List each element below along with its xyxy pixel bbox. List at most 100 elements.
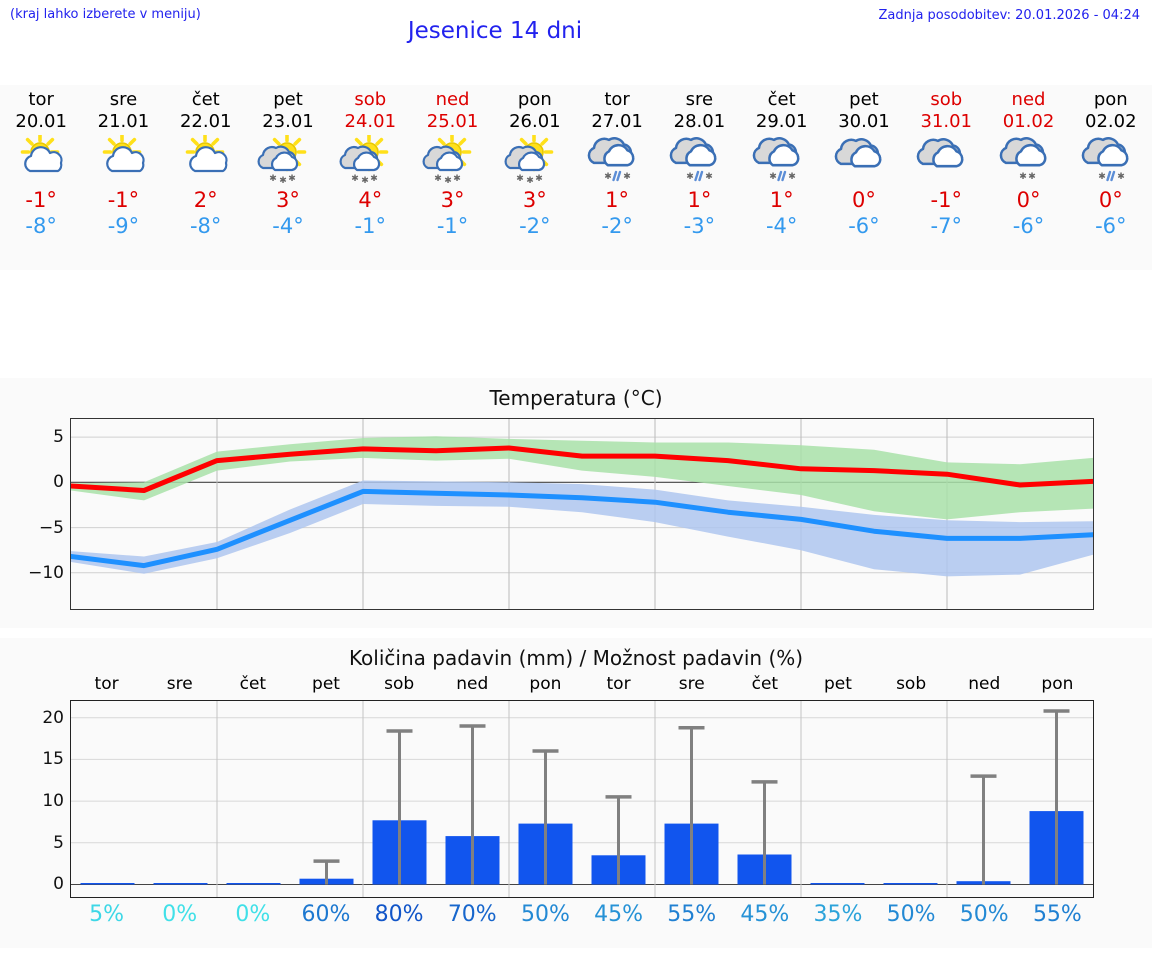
day-column-4[interactable]: sob 24.01 ✱ ✱ ✱ 4° -1° xyxy=(329,85,411,270)
svg-text:✱: ✱ xyxy=(434,174,442,184)
temp-max: -1° xyxy=(25,188,57,212)
svg-text:✱: ✱ xyxy=(604,172,612,182)
precipitation-probability-13: 55% xyxy=(1032,902,1082,927)
temp-min: -6° xyxy=(848,214,880,238)
temperature-y-tick: 0 xyxy=(53,472,64,493)
day-column-12[interactable]: ned 01.02 ✱ ✱ 0° -6° xyxy=(987,85,1069,270)
day-column-0[interactable]: tor 20.01 -1° -8° xyxy=(0,85,82,270)
last-updated-text: Zadnja posodobitev: 20.01.2026 - 04:24 xyxy=(878,8,1140,23)
precipitation-day-label-8: sre xyxy=(678,674,705,694)
day-column-7[interactable]: tor 27.01 ✱ ✱ 1° -2° xyxy=(576,85,658,270)
cloud-icon xyxy=(905,135,987,187)
temp-min: -6° xyxy=(1095,214,1127,238)
precipitation-probability-9: 45% xyxy=(740,902,790,927)
precipitation-probability-4: 80% xyxy=(374,902,424,927)
day-of-week: tor xyxy=(28,89,54,110)
day-of-week: tor xyxy=(604,89,630,110)
temp-max: -1° xyxy=(107,188,140,212)
precipitation-day-label-13: pon xyxy=(1041,674,1074,694)
cloud-rain-snow-icon: ✱ ✱ xyxy=(1070,135,1152,187)
day-column-10[interactable]: pet 30.01 0° -6° xyxy=(823,85,905,270)
day-column-5[interactable]: ned 25.01 ✱ ✱ ✱ 3° -1° xyxy=(411,85,493,270)
temp-min: -3° xyxy=(683,214,716,238)
day-date: 29.01 xyxy=(755,111,808,132)
day-date: 25.01 xyxy=(426,111,479,132)
svg-text:✱: ✱ xyxy=(279,176,287,186)
precipitation-probability-11: 50% xyxy=(886,902,936,927)
temp-max: -1° xyxy=(930,188,962,212)
day-date: 01.02 xyxy=(1002,111,1055,132)
day-of-week: sre xyxy=(685,89,714,110)
svg-text:✱: ✱ xyxy=(361,176,369,186)
precipitation-plot-svg xyxy=(71,701,1093,897)
precipitation-day-label-9: čet xyxy=(751,674,779,694)
precipitation-day-label-10: pet xyxy=(824,674,852,694)
precipitation-probability-7: 45% xyxy=(594,902,643,927)
svg-text:✱: ✱ xyxy=(788,172,796,182)
day-date: 23.01 xyxy=(262,111,314,132)
temp-max: 3° xyxy=(522,188,547,212)
day-column-3[interactable]: pet 23.01 ✱ ✱ ✱ 3° -4° xyxy=(247,85,329,270)
svg-text:✱: ✱ xyxy=(1028,172,1036,182)
day-column-13[interactable]: pon 02.02 ✱ ✱ 0° -6° xyxy=(1070,85,1152,270)
sun-cloud-icon xyxy=(82,135,164,187)
day-date: 31.01 xyxy=(920,111,972,132)
day-of-week: ned xyxy=(1011,89,1046,110)
day-of-week: ned xyxy=(435,89,470,110)
temp-min: -9° xyxy=(107,214,140,238)
temp-max: 1° xyxy=(605,188,630,212)
temperature-y-tick: −5 xyxy=(38,517,64,538)
temp-max: 0° xyxy=(1016,188,1041,212)
day-column-2[interactable]: čet 22.01 2° -8° xyxy=(165,85,247,270)
temp-max: 2° xyxy=(193,188,218,212)
svg-text:✱: ✱ xyxy=(1019,172,1027,182)
menu-hint-text: (kraj lahko izberete v meniju) xyxy=(10,7,201,22)
day-column-11[interactable]: sob 31.01 -1° -7° xyxy=(905,85,987,270)
svg-text:✱: ✱ xyxy=(269,174,277,184)
svg-text:✱: ✱ xyxy=(288,174,296,184)
temp-min: -6° xyxy=(1012,214,1045,238)
day-column-1[interactable]: sre 21.01 -1° -9° xyxy=(82,85,164,270)
temp-max: 1° xyxy=(769,188,794,212)
temperature-y-tick: 5 xyxy=(53,427,64,448)
cloud-snow-icon: ✱ ✱ xyxy=(987,135,1069,187)
day-column-8[interactable]: sre 28.01 ✱ ✱ 1° -3° xyxy=(658,85,740,270)
page-title: Jesenice 14 dni xyxy=(407,18,583,44)
day-of-week: pet xyxy=(273,89,303,110)
temperature-y-tick: −10 xyxy=(28,562,64,583)
precipitation-probability-6: 50% xyxy=(520,902,570,927)
precipitation-day-label-0: tor xyxy=(94,674,119,694)
precipitation-probability-10: 35% xyxy=(813,902,863,927)
sun-cloud-snow-icon: ✱ ✱ ✱ xyxy=(329,135,411,187)
day-of-week: sre xyxy=(109,89,138,110)
sun-cloud-snow-icon: ✱ ✱ ✱ xyxy=(247,135,329,187)
svg-text:✱: ✱ xyxy=(453,174,461,184)
svg-text:✱: ✱ xyxy=(623,172,631,182)
cloud-rain-snow-icon: ✱ ✱ xyxy=(576,135,658,187)
day-date: 02.02 xyxy=(1085,111,1137,132)
svg-text:✱: ✱ xyxy=(526,176,534,186)
day-of-week: pon xyxy=(517,89,552,110)
svg-text:✱: ✱ xyxy=(769,172,777,182)
day-of-week: sob xyxy=(354,89,387,110)
cloud-rain-snow-icon: ✱ ✱ xyxy=(658,135,740,187)
sun-cloud-icon xyxy=(0,135,82,187)
precipitation-chart-title: Količina padavin (mm) / Možnost padavin … xyxy=(348,646,804,670)
day-of-week: čet xyxy=(767,89,796,110)
temperature-plot-area xyxy=(70,418,1094,610)
precipitation-day-label-1: sre xyxy=(166,674,193,694)
precipitation-y-tick: 5 xyxy=(53,832,64,853)
day-date: 28.01 xyxy=(673,111,726,132)
day-date: 30.01 xyxy=(838,111,890,132)
svg-text:✱: ✱ xyxy=(1098,172,1106,182)
precipitation-probability-2: 0% xyxy=(235,902,271,927)
day-column-9[interactable]: čet 29.01 ✱ ✱ 1° -4° xyxy=(741,85,823,270)
day-column-6[interactable]: pon 26.01 ✱ ✱ ✱ 3° -2° xyxy=(494,85,576,270)
precipitation-day-label-7: tor xyxy=(606,674,631,694)
cloud-icon xyxy=(823,135,905,187)
temp-min: -1° xyxy=(436,214,469,238)
temp-min: -7° xyxy=(930,214,962,238)
temp-max: 3° xyxy=(276,188,300,212)
precipitation-y-tick: 10 xyxy=(42,791,64,812)
